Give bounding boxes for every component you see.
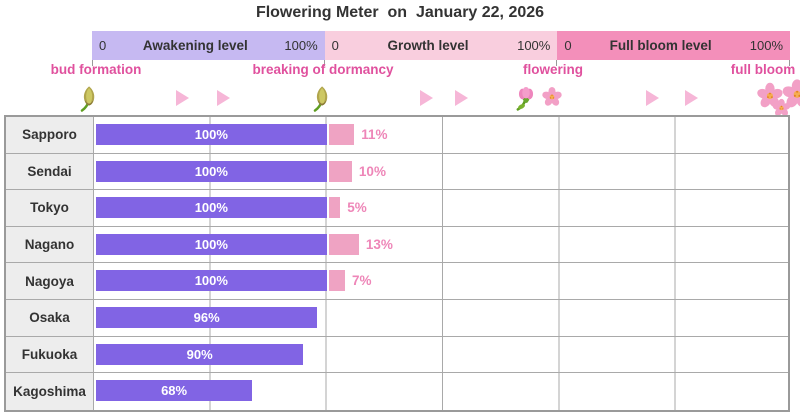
growth-bar-label: 10% — [358, 163, 386, 179]
legend-label-growth: Growth level — [387, 38, 469, 53]
axis-tick — [92, 60, 93, 66]
table-row: Kagoshima 68% — [6, 373, 788, 410]
legend-label-awakening: Awakening level — [142, 38, 248, 53]
awakening-bar-label: 96% — [193, 309, 220, 325]
awakening-bar: 100% — [96, 160, 327, 182]
row-chart-area: 90% — [94, 336, 788, 373]
axis-tick — [789, 60, 790, 66]
awakening-bar: 68% — [96, 380, 253, 402]
awakening-bar: 96% — [96, 306, 318, 328]
meter-table-rows: Sapporo 100% 11% Sendai 100% 10% Tokyo 1… — [6, 117, 788, 410]
awakening-bar: 90% — [96, 343, 304, 365]
chart-title: Flowering Meter on January 22, 2026 — [255, 4, 545, 21]
awakening-bar: 100% — [96, 124, 327, 145]
axis-max-label: 100% — [284, 38, 318, 53]
triangle-right-icon — [420, 90, 433, 106]
awakening-bar-label: 100% — [194, 273, 228, 289]
legend-segment-growth: 0 Growth level 100% — [324, 31, 558, 60]
city-label: Fukuoka — [6, 336, 94, 373]
growth-bar — [328, 197, 341, 219]
bud-icon — [309, 83, 336, 118]
table-row: Osaka 96% — [6, 299, 788, 337]
triangle-right-icon — [646, 90, 659, 106]
axis-tick — [556, 60, 557, 66]
axis-tick — [324, 60, 325, 66]
stage-label-flowering: flowering — [523, 62, 583, 77]
awakening-bar-label: 100% — [194, 236, 228, 252]
table-row: Sapporo 100% 11% — [6, 117, 788, 154]
growth-bar — [328, 160, 352, 182]
tulip-icon — [513, 84, 539, 117]
row-chart-area: 100% 11% — [94, 117, 788, 153]
awakening-bar-label: 100% — [194, 200, 228, 216]
triangle-right-icon — [455, 90, 468, 106]
axis-min-label: 0 — [99, 38, 107, 53]
axis-min-label: 0 — [331, 38, 339, 53]
growth-bar-label: 7% — [351, 273, 372, 289]
row-chart-area: 68% — [94, 373, 788, 410]
city-label: Nagoya — [6, 263, 94, 299]
axis-min-label: 0 — [564, 38, 572, 53]
city-label: Osaka — [6, 299, 94, 336]
row-chart-area: 100% 5% — [94, 190, 788, 226]
meter-table: Sapporo 100% 11% Sendai 100% 10% Tokyo 1… — [4, 115, 790, 412]
stage-label-bud-formation: bud formation — [50, 62, 142, 77]
legend-segment-awakening: 0 Awakening level 100% — [92, 31, 325, 60]
row-chart-area: 100% 10% — [94, 153, 788, 190]
table-row: Tokyo 100% 5% — [6, 190, 788, 227]
axis-max-label: 100% — [517, 38, 551, 53]
awakening-bar-label: 68% — [161, 383, 188, 399]
city-label: Sapporo — [6, 117, 94, 153]
awakening-bar: 100% — [96, 197, 327, 219]
growth-bar-label: 11% — [361, 127, 388, 142]
growth-bar — [328, 270, 345, 292]
row-chart-area: 96% — [94, 299, 788, 336]
city-label: Nagano — [6, 226, 94, 263]
stage-label-breaking-of-dormancy: breaking of dormancy — [252, 62, 394, 77]
awakening-bar: 100% — [96, 270, 327, 292]
triangle-right-icon — [176, 90, 189, 106]
legend-band: 0 Awakening level 100% 0 Growth level 10… — [92, 31, 791, 60]
city-label: Sendai — [6, 153, 94, 190]
row-chart-area: 100% 13% — [94, 226, 788, 263]
awakening-bar-label: 90% — [186, 346, 213, 362]
table-row: Fukuoka 90% — [6, 336, 788, 374]
awakening-bar-label: 100% — [194, 127, 228, 142]
triangle-right-icon — [685, 90, 698, 106]
city-label: Tokyo — [6, 190, 94, 226]
growth-bar — [328, 233, 359, 255]
table-row: Nagano 100% 13% — [6, 226, 788, 264]
bud-icon — [76, 83, 103, 118]
axis-max-label: 100% — [749, 38, 783, 53]
legend-label-full-bloom: Full bloom level — [609, 38, 712, 53]
city-label: Kagoshima — [6, 373, 94, 410]
stage-label-full-bloom: full bloom — [730, 62, 796, 77]
cherry-blossom-icon — [541, 86, 563, 113]
legend-segment-full-bloom: 0 Full bloom level 100% — [557, 31, 791, 60]
growth-bar — [328, 124, 355, 145]
triangle-right-icon — [217, 90, 230, 106]
growth-bar-label: 13% — [365, 236, 393, 252]
awakening-bar: 100% — [96, 233, 327, 255]
growth-bar-label: 5% — [347, 200, 367, 216]
awakening-bar-label: 100% — [194, 163, 228, 179]
table-row: Nagoya 100% 7% — [6, 263, 788, 300]
row-chart-area: 100% 7% — [94, 263, 788, 299]
table-row: Sendai 100% 10% — [6, 153, 788, 191]
